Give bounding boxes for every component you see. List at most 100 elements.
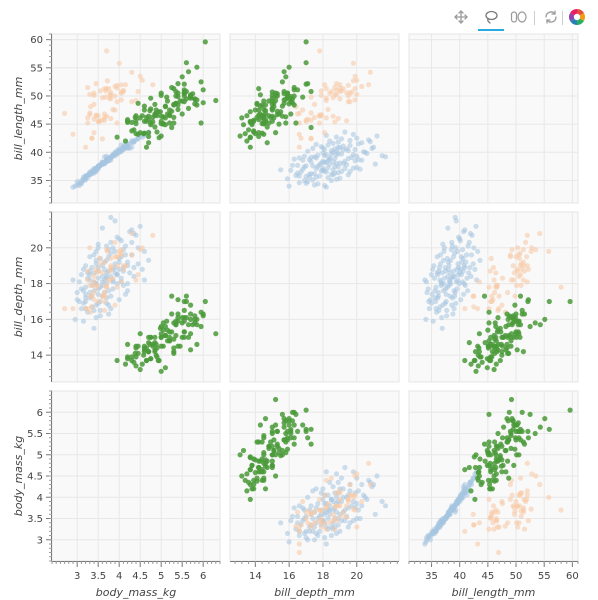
data-point[interactable] <box>116 60 122 66</box>
data-point[interactable] <box>91 279 97 285</box>
data-point[interactable] <box>332 119 338 125</box>
data-point[interactable] <box>158 90 164 96</box>
data-point[interactable] <box>133 277 139 283</box>
data-point[interactable] <box>137 73 143 79</box>
data-point[interactable] <box>486 443 492 449</box>
data-point[interactable] <box>521 526 528 532</box>
data-point[interactable] <box>296 144 302 150</box>
data-point[interactable] <box>286 64 292 70</box>
data-point[interactable] <box>239 115 245 121</box>
data-point[interactable] <box>468 488 474 494</box>
data-point[interactable] <box>473 223 479 229</box>
data-point[interactable] <box>322 168 328 174</box>
data-point[interactable] <box>524 232 530 238</box>
data-point[interactable] <box>372 161 378 167</box>
data-point[interactable] <box>514 504 520 510</box>
data-point[interactable] <box>476 331 482 337</box>
data-point[interactable] <box>516 452 522 458</box>
data-point[interactable] <box>247 496 253 502</box>
data-point[interactable] <box>347 142 353 149</box>
data-point[interactable] <box>122 138 129 144</box>
data-point[interactable] <box>315 501 321 507</box>
data-point[interactable] <box>85 306 91 312</box>
data-point[interactable] <box>198 323 204 330</box>
data-point[interactable] <box>359 140 365 146</box>
data-point[interactable] <box>252 470 258 476</box>
data-point[interactable] <box>300 498 306 505</box>
data-point[interactable] <box>367 139 373 145</box>
data-point[interactable] <box>99 270 105 276</box>
data-point[interactable] <box>137 247 143 253</box>
data-point[interactable] <box>286 183 292 189</box>
data-point[interactable] <box>83 298 89 305</box>
data-point[interactable] <box>295 509 301 515</box>
data-point[interactable] <box>524 279 530 285</box>
data-point[interactable] <box>289 513 296 520</box>
data-point[interactable] <box>504 341 510 347</box>
data-point[interactable] <box>537 424 543 430</box>
data-point[interactable] <box>332 170 338 176</box>
data-point[interactable] <box>462 528 468 534</box>
data-point[interactable] <box>254 114 260 120</box>
data-point[interactable] <box>177 343 183 349</box>
data-point[interactable] <box>347 520 353 526</box>
data-point[interactable] <box>213 97 219 104</box>
data-point[interactable] <box>515 420 521 426</box>
data-point[interactable] <box>349 89 355 95</box>
data-point[interactable] <box>470 475 476 481</box>
data-point[interactable] <box>279 447 285 454</box>
data-point[interactable] <box>175 93 181 100</box>
data-point[interactable] <box>308 117 314 123</box>
pan-tool-button[interactable] <box>450 6 472 28</box>
data-point[interactable] <box>283 120 289 126</box>
data-point[interactable] <box>135 136 141 142</box>
data-point[interactable] <box>518 282 524 288</box>
data-point[interactable] <box>70 131 76 137</box>
data-point[interactable] <box>507 481 513 488</box>
data-point[interactable] <box>443 291 449 297</box>
data-point[interactable] <box>104 48 110 54</box>
data-point[interactable] <box>325 142 331 148</box>
data-point[interactable] <box>478 481 484 488</box>
data-point[interactable] <box>261 469 267 475</box>
data-point[interactable] <box>493 323 499 330</box>
data-point[interactable] <box>110 286 116 292</box>
data-point[interactable] <box>261 450 267 456</box>
data-point[interactable] <box>164 94 170 100</box>
data-point[interactable] <box>162 104 168 110</box>
data-point[interactable] <box>298 522 304 528</box>
data-point[interactable] <box>264 464 270 471</box>
data-point[interactable] <box>498 463 504 469</box>
data-point[interactable] <box>308 522 314 528</box>
data-point[interactable] <box>352 86 358 92</box>
data-point[interactable] <box>87 254 93 260</box>
data-point[interactable] <box>175 81 181 87</box>
data-point[interactable] <box>533 473 539 479</box>
data-point[interactable] <box>519 428 525 434</box>
data-point[interactable] <box>333 81 340 87</box>
data-point[interactable] <box>300 422 306 428</box>
data-point[interactable] <box>185 334 192 340</box>
data-point[interactable] <box>372 511 378 517</box>
data-point[interactable] <box>462 467 468 473</box>
data-point[interactable] <box>146 340 152 346</box>
data-point[interactable] <box>345 524 351 530</box>
data-point[interactable] <box>315 163 321 169</box>
data-point[interactable] <box>371 144 377 150</box>
data-point[interactable] <box>450 311 456 317</box>
data-point[interactable] <box>284 530 291 537</box>
data-point[interactable] <box>288 167 294 173</box>
data-point[interactable] <box>301 153 307 159</box>
data-point[interactable] <box>492 478 498 484</box>
data-point[interactable] <box>472 357 478 364</box>
panel-bill_depth_mm-vs-bill_depth_mm[interactable] <box>229 211 400 383</box>
box-select-tool-button[interactable] <box>508 6 530 28</box>
data-point[interactable] <box>431 263 437 269</box>
data-point[interactable] <box>97 313 103 319</box>
data-point[interactable] <box>323 541 329 547</box>
data-point[interactable] <box>198 79 204 85</box>
data-point[interactable] <box>88 104 94 110</box>
data-point[interactable] <box>516 255 523 262</box>
data-point[interactable] <box>103 282 109 288</box>
data-point[interactable] <box>445 259 451 265</box>
